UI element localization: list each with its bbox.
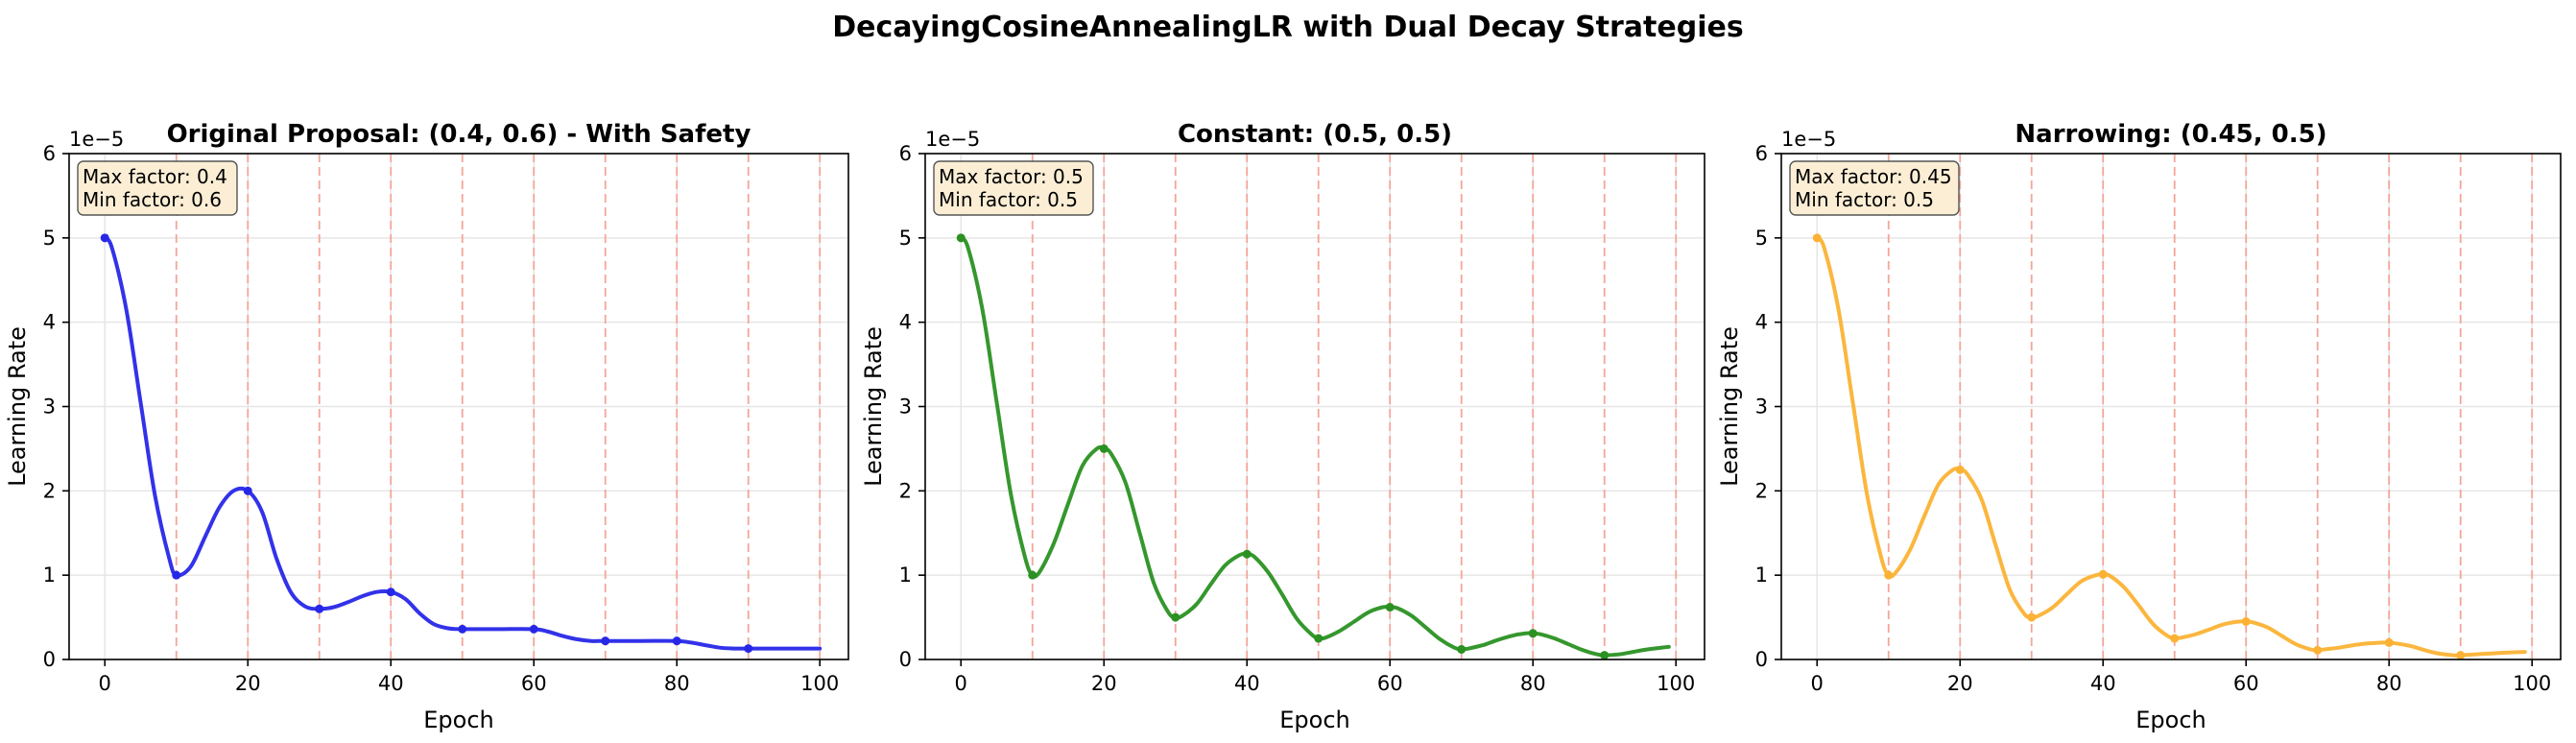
- data-point: [529, 624, 538, 634]
- y-tick-label: 0: [1755, 648, 1768, 671]
- y-scale-label: 1e−5: [925, 128, 980, 151]
- data-point: [458, 624, 467, 634]
- data-point: [1099, 443, 1109, 453]
- y-tick-label: 2: [1755, 479, 1768, 502]
- x-tick-label: 100: [800, 672, 839, 695]
- y-scale-label: 1e−5: [69, 128, 124, 151]
- y-tick-label: 6: [1755, 142, 1768, 165]
- data-point: [1528, 629, 1538, 638]
- x-tick-label: 80: [1520, 672, 1546, 695]
- y-tick-label: 4: [43, 311, 56, 334]
- data-point: [1171, 612, 1181, 622]
- y-tick-label: 5: [43, 227, 56, 250]
- data-point: [172, 570, 181, 580]
- data-point: [243, 486, 252, 495]
- y-tick-label: 0: [43, 648, 56, 671]
- data-point: [1314, 634, 1324, 643]
- y-axis-label: Learning Rate: [4, 326, 31, 487]
- x-tick-label: 100: [1657, 672, 1695, 695]
- x-axis-label: Epoch: [423, 707, 494, 733]
- x-tick-label: 100: [2513, 672, 2551, 695]
- x-tick-label: 40: [1234, 672, 1260, 695]
- data-point: [1955, 465, 1965, 474]
- x-axis-label: Epoch: [1279, 707, 1350, 733]
- data-point: [2241, 616, 2251, 626]
- annotation-box: [1789, 160, 1960, 216]
- data-point: [2384, 637, 2394, 647]
- x-tick-label: 0: [99, 672, 111, 695]
- annotation-text: Min factor: 0.6: [83, 188, 222, 211]
- x-tick-label: 20: [1091, 672, 1117, 695]
- y-tick-label: 6: [43, 142, 56, 165]
- y-tick-label: 3: [1755, 395, 1768, 419]
- x-tick-label: 20: [1947, 672, 1973, 695]
- y-tick-label: 4: [899, 311, 912, 334]
- x-tick-label: 40: [2090, 672, 2116, 695]
- y-tick-label: 6: [899, 142, 912, 165]
- y-tick-label: 1: [899, 563, 912, 587]
- x-tick-label: 0: [1811, 672, 1824, 695]
- data-point: [1242, 549, 1252, 559]
- data-point: [2027, 612, 2037, 622]
- y-tick-label: 4: [1755, 311, 1768, 334]
- annotation-box: [933, 160, 1094, 216]
- data-point: [2313, 645, 2323, 655]
- data-point: [2456, 651, 2466, 660]
- subplot-title: Original Proposal: (0.4, 0.6) - With Saf…: [167, 120, 751, 149]
- y-tick-label: 2: [43, 479, 56, 502]
- x-tick-label: 20: [235, 672, 261, 695]
- annotation-text: Max factor: 0.45: [1795, 165, 1952, 188]
- y-tick-label: 1: [1755, 563, 1768, 587]
- y-tick-label: 3: [899, 395, 912, 419]
- data-point: [744, 644, 753, 654]
- data-point: [1457, 644, 1467, 654]
- data-point: [1028, 570, 1038, 580]
- data-point: [601, 636, 610, 646]
- subplot-title: Constant: (0.5, 0.5): [1178, 120, 1452, 149]
- data-point: [1385, 603, 1395, 612]
- data-point: [1884, 570, 1894, 580]
- x-tick-label: 60: [2233, 672, 2259, 695]
- data-point: [1600, 651, 1610, 660]
- x-tick-label: 40: [378, 672, 404, 695]
- y-tick-label: 2: [899, 479, 912, 502]
- data-point: [386, 587, 395, 597]
- x-tick-label: 80: [2376, 672, 2402, 695]
- x-axis-label: Epoch: [2135, 707, 2206, 733]
- x-tick-label: 60: [521, 672, 547, 695]
- data-point: [672, 636, 681, 646]
- data-point: [2170, 634, 2180, 643]
- y-tick-label: 3: [43, 395, 56, 419]
- y-tick-label: 0: [899, 648, 912, 671]
- annotation-text: Max factor: 0.5: [939, 165, 1084, 188]
- x-tick-label: 80: [664, 672, 690, 695]
- y-axis-label: Learning Rate: [860, 326, 887, 487]
- data-point: [956, 233, 966, 243]
- chart-panel-3: 0 20 40 60 80 100 0 1 2 3 4 5 6 1e−5 Narrowing: (0.45,…: [1716, 120, 2562, 733]
- data-point: [315, 604, 324, 613]
- annotation-box: [77, 160, 238, 216]
- x-tick-label: 0: [955, 672, 967, 695]
- series-line: [1815, 235, 2527, 658]
- data-point: [100, 233, 109, 243]
- y-axis-label: Learning Rate: [1716, 326, 1743, 487]
- data-point: [2098, 569, 2108, 579]
- y-scale-label: 1e−5: [1781, 128, 1836, 151]
- annotation-text: Max factor: 0.4: [83, 165, 227, 188]
- chart-panel-2: 0 20 40 60 80 100 0 1 2 3 4 5 6 1e−5 Constant: (0.5, 0…: [860, 120, 1705, 733]
- y-tick-label: 5: [1755, 227, 1768, 250]
- data-point: [1812, 233, 1822, 243]
- figure-suptitle: DecayingCosineAnnealingLR with Dual Deca…: [832, 11, 1743, 44]
- y-tick-label: 1: [43, 563, 56, 587]
- x-tick-label: 60: [1377, 672, 1403, 695]
- y-tick-label: 5: [899, 227, 912, 250]
- annotation-text: Min factor: 0.5: [1795, 188, 1934, 211]
- annotation-text: Min factor: 0.5: [939, 188, 1078, 211]
- series-line: [959, 235, 1671, 658]
- chart-panel-1: 0 20 40 60 80 100 0 1 2 3 4 5 6 1e−5 Original Proposal…: [4, 120, 849, 733]
- subplot-title: Narrowing: (0.45, 0.5): [2015, 120, 2326, 149]
